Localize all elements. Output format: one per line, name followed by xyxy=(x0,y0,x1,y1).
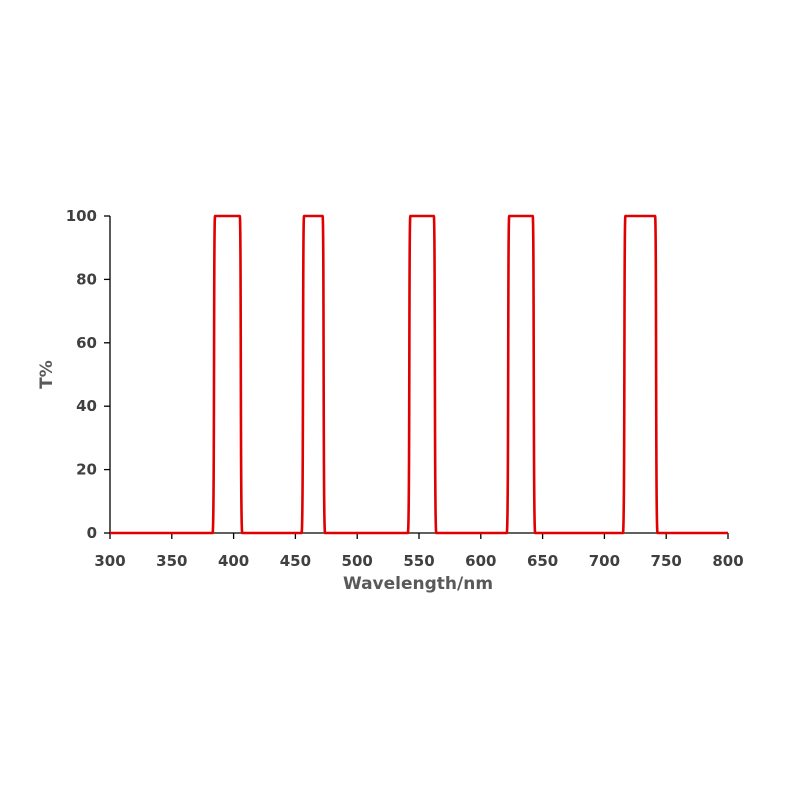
x-tick-label: 400 xyxy=(218,552,249,570)
x-tick-label: 350 xyxy=(156,552,187,570)
y-axis-ticks: 0 20 40 60 80 100 xyxy=(66,207,110,542)
x-tick-label: 800 xyxy=(712,552,743,570)
x-tick-label: 600 xyxy=(465,552,496,570)
x-tick-label: 500 xyxy=(342,552,373,570)
y-tick-label: 60 xyxy=(76,334,97,352)
y-tick-label: 20 xyxy=(76,461,97,479)
x-tick-label: 450 xyxy=(280,552,311,570)
y-tick-label: 0 xyxy=(87,524,97,542)
x-tick-label: 550 xyxy=(403,552,434,570)
y-tick-label: 80 xyxy=(76,270,97,288)
y-axis-title: T% xyxy=(37,360,57,389)
y-tick-label: 40 xyxy=(76,397,97,415)
x-axis-title: Wavelength/nm xyxy=(343,574,493,594)
x-tick-label: 650 xyxy=(527,552,558,570)
x-tick-label: 750 xyxy=(651,552,682,570)
y-tick-label: 100 xyxy=(66,207,97,225)
x-tick-label: 300 xyxy=(94,552,125,570)
x-axis-ticks: 300 350 400 450 500 550 600 650 700 750 800 xyxy=(94,533,744,570)
series-layer xyxy=(110,214,728,535)
transmission-series-line xyxy=(110,214,728,535)
x-tick-label: 700 xyxy=(589,552,620,570)
